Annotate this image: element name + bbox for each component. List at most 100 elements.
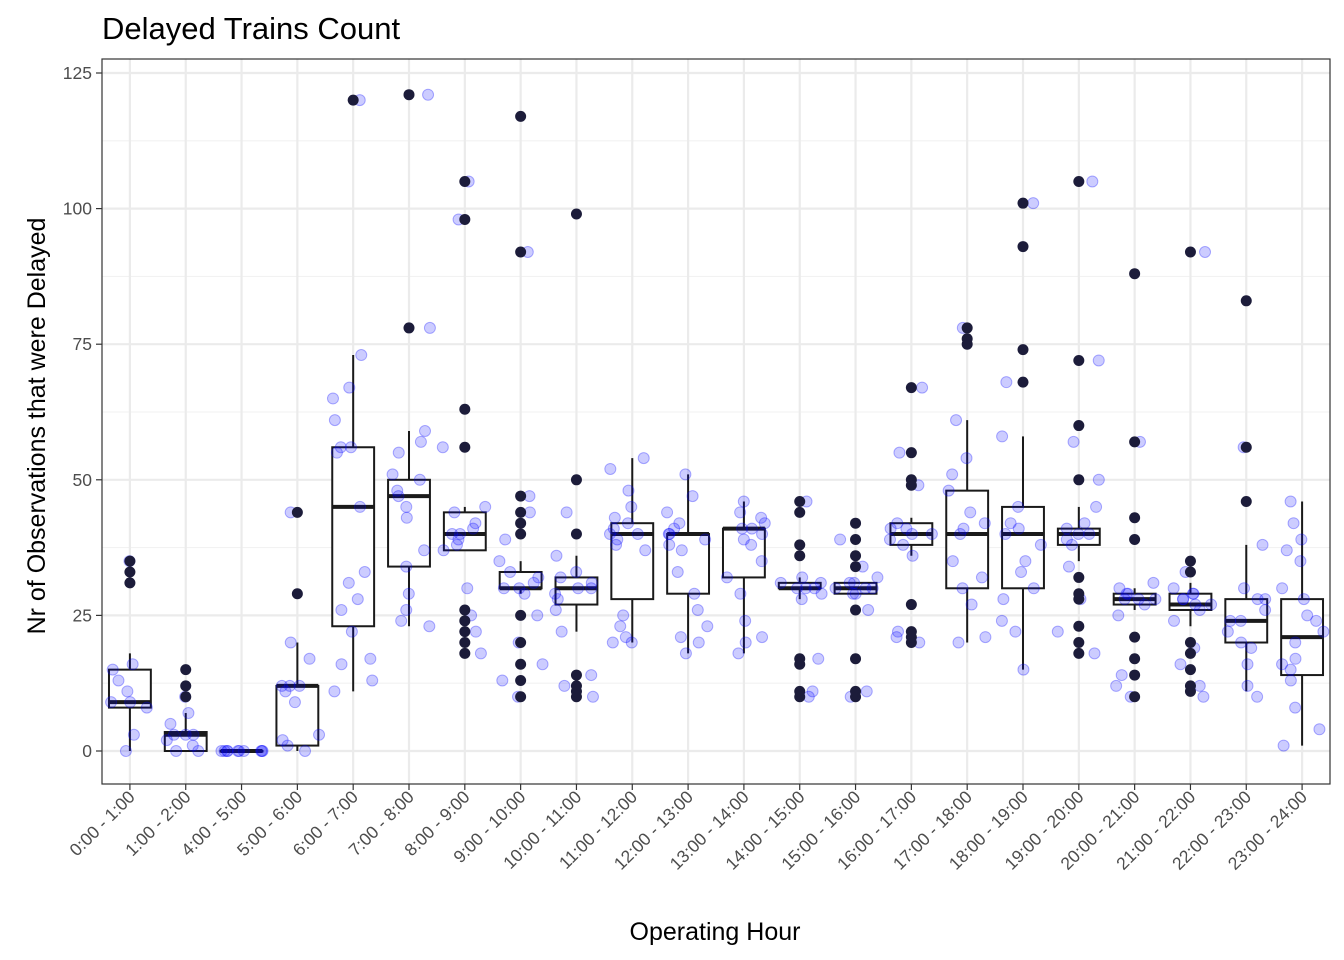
- jitter-point: [570, 566, 583, 579]
- outlier-point: [459, 403, 471, 415]
- jitter-point: [105, 696, 118, 709]
- jitter-point: [358, 566, 371, 579]
- jitter-point: [734, 587, 747, 600]
- jitter-point: [1245, 641, 1258, 654]
- jitter-point: [814, 576, 827, 589]
- box-22: [1280, 501, 1325, 746]
- outlier-point: [850, 561, 862, 573]
- jitter-point: [1112, 609, 1125, 622]
- jitter-point: [925, 528, 938, 541]
- jitter-point: [1187, 587, 1200, 600]
- jitter-point: [1238, 582, 1251, 595]
- box-3: [219, 749, 264, 753]
- outlier-point: [1129, 691, 1141, 703]
- outlier-point: [515, 506, 527, 518]
- jitter-point: [897, 538, 910, 551]
- jitter-point: [1083, 528, 1096, 541]
- jitter-point: [957, 522, 970, 535]
- box-iqr: [442, 511, 487, 552]
- jitter-point: [999, 528, 1012, 541]
- jitter-point: [622, 484, 635, 497]
- jitter-point: [1289, 652, 1302, 665]
- y-tick-label: 25: [73, 605, 92, 625]
- jitter-point: [342, 576, 355, 589]
- jitter-point: [126, 658, 139, 671]
- jitter-point: [625, 636, 638, 649]
- jitter-point: [1221, 625, 1234, 638]
- outlier-point: [180, 664, 192, 676]
- jitter-point: [849, 587, 862, 600]
- jitter-point: [536, 658, 549, 671]
- box-5: [331, 355, 376, 692]
- jitter-point: [604, 462, 617, 475]
- jitter-point: [1284, 663, 1297, 676]
- jitter-point: [848, 576, 861, 589]
- box-iqr: [275, 684, 320, 747]
- y-tick-label: 0: [82, 741, 92, 761]
- jitter-point: [1276, 582, 1289, 595]
- jitter-point: [343, 381, 356, 394]
- outlier-point: [515, 490, 527, 502]
- jitter-point: [686, 490, 699, 503]
- jitter-point: [256, 745, 269, 757]
- jitter-point: [995, 614, 1008, 627]
- outlier-point: [1129, 631, 1141, 643]
- outlier-point: [794, 495, 806, 507]
- jitter-point: [625, 500, 638, 513]
- jitter-point: [952, 636, 965, 649]
- jitter-point: [834, 533, 847, 546]
- outlier-point: [905, 382, 917, 394]
- jitter-point: [1000, 376, 1013, 389]
- jitter-point: [737, 495, 750, 508]
- jitter-point: [1113, 582, 1126, 595]
- jitter-point: [1276, 658, 1289, 671]
- jitter-point: [446, 528, 459, 541]
- outlier-point: [570, 208, 582, 220]
- jitter-point: [1186, 587, 1199, 600]
- jitter-point: [1092, 354, 1105, 367]
- jitter-point: [237, 745, 250, 757]
- jitter-point: [124, 696, 137, 709]
- outlier-point: [1184, 664, 1196, 676]
- jitter-point: [1051, 625, 1064, 638]
- jitter-point: [758, 517, 771, 530]
- jitter-point: [1017, 663, 1030, 676]
- box-13: [777, 577, 822, 600]
- jitter-point: [891, 625, 904, 638]
- outlier-point: [515, 674, 527, 686]
- jitter-point: [1138, 598, 1151, 611]
- jitter-point: [866, 582, 879, 595]
- jitter-point: [1012, 500, 1025, 513]
- jitter-point: [474, 647, 487, 660]
- jitter-point: [255, 745, 268, 757]
- jitter-point: [299, 745, 312, 757]
- jitter-point: [558, 679, 571, 692]
- jitter-point: [692, 636, 705, 649]
- jitter-point: [423, 620, 436, 633]
- jitter-point: [662, 528, 675, 541]
- outlier-point: [1073, 588, 1085, 600]
- jitter-point: [119, 745, 132, 757]
- jitter-point: [862, 603, 875, 616]
- jitter-point: [499, 533, 512, 546]
- outlier-point: [291, 506, 303, 518]
- jitter-point: [121, 685, 134, 698]
- jitter-point: [1284, 495, 1297, 508]
- jitter-point: [607, 522, 620, 535]
- jitter-point: [1205, 598, 1218, 611]
- jitter-point: [335, 603, 348, 616]
- jitter-point: [531, 609, 544, 622]
- jitter-point: [328, 685, 341, 698]
- box-10: [610, 458, 655, 643]
- jitter-point: [437, 544, 450, 557]
- grid: [102, 59, 1330, 784]
- jitter-point: [469, 517, 482, 530]
- jitter-point: [1067, 435, 1080, 448]
- outlier-point: [905, 474, 917, 486]
- jitter-point: [1289, 636, 1302, 649]
- jitter-point: [560, 506, 573, 519]
- outlier-point: [180, 680, 192, 692]
- jitter-point: [661, 506, 674, 519]
- outlier-point: [347, 94, 359, 106]
- jitter-point: [392, 490, 405, 503]
